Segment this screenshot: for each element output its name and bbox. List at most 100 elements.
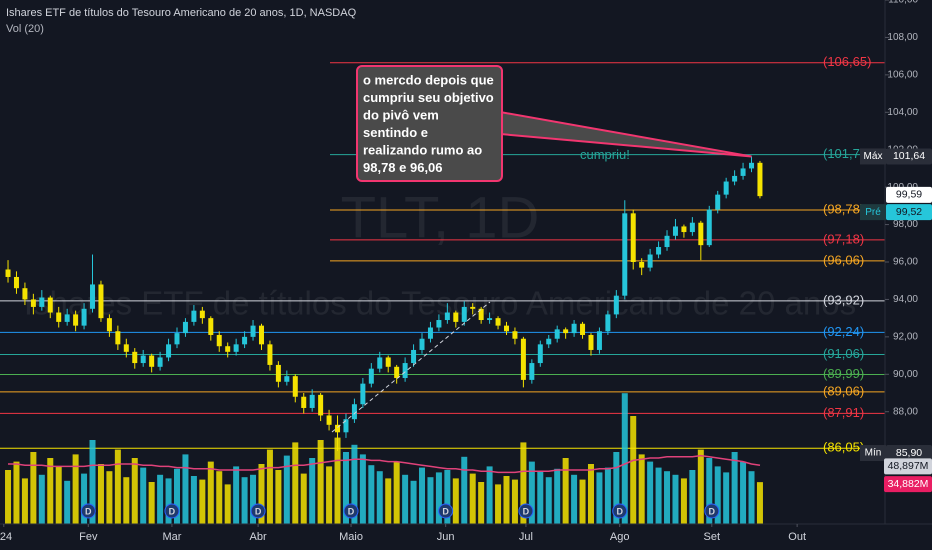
- volume-bar: [385, 478, 392, 524]
- y-tick-label: 104,00: [887, 107, 918, 118]
- candle-body: [546, 338, 552, 345]
- price-label-box: [884, 476, 932, 493]
- dividend-label: D: [169, 506, 176, 516]
- x-tick-label: Jul: [519, 531, 533, 543]
- candle-body: [461, 306, 467, 322]
- volume-bar: [520, 442, 527, 524]
- candle-body: [630, 213, 636, 262]
- volume-bar: [461, 456, 468, 524]
- watermark-name: Ishares ETF de títulos do Tesouro Americ…: [24, 285, 856, 322]
- volume-bar: [562, 458, 569, 524]
- candle-body: [520, 338, 526, 380]
- volume-bar: [571, 474, 578, 524]
- candle-body: [377, 357, 383, 369]
- trend-line: [331, 301, 491, 433]
- volume-bar: [410, 480, 417, 524]
- candle-body: [106, 318, 112, 332]
- volume-bar: [55, 466, 62, 524]
- candle-body: [672, 226, 678, 236]
- price-tag: Mín: [865, 448, 882, 459]
- candle-body: [225, 346, 231, 352]
- y-tick-label: 90,00: [893, 369, 918, 380]
- candle-body: [715, 194, 721, 210]
- volume-bar: [140, 467, 147, 524]
- volume-bar: [283, 455, 290, 524]
- price-tag: Máx: [864, 151, 883, 162]
- candle-body: [182, 321, 188, 334]
- callout-text: realizando rumo ao: [363, 142, 482, 157]
- candle-body: [647, 254, 653, 268]
- dividend-marker: [250, 503, 266, 519]
- candle-body: [292, 376, 298, 397]
- candle-body: [419, 338, 425, 350]
- volume-bar: [486, 466, 493, 524]
- candle-body: [351, 404, 357, 420]
- volume-bar: [402, 474, 409, 524]
- price-label-box: [886, 204, 932, 221]
- candle-body: [309, 394, 315, 408]
- volume-bar: [216, 471, 223, 524]
- candle-body: [140, 355, 146, 364]
- volume-bar: [326, 466, 333, 524]
- candle-body: [5, 269, 11, 277]
- volume-bar: [680, 478, 687, 524]
- volume-bar: [38, 474, 45, 524]
- level-label: (86,05): [823, 440, 864, 455]
- level-label: (89,99): [823, 366, 864, 381]
- volume-bar: [664, 471, 671, 524]
- volume-bar: [275, 470, 282, 524]
- candle-body: [664, 235, 670, 248]
- candle-body: [157, 357, 163, 367]
- price-label: 101,64: [893, 150, 925, 162]
- level-label: (106,65): [823, 54, 871, 69]
- dividend-marker: [438, 503, 454, 519]
- volume-bar: [537, 471, 544, 524]
- volume-bar: [672, 474, 679, 524]
- candle-body: [385, 357, 391, 367]
- candle-body: [698, 222, 704, 246]
- candle-body: [427, 327, 433, 339]
- candle-body: [123, 344, 129, 352]
- y-tick-label: 110,00: [888, 0, 918, 6]
- candle-body: [326, 415, 332, 425]
- volume-bar: [292, 442, 299, 524]
- candle-body: [318, 394, 324, 416]
- volume-title: Vol (20): [6, 23, 44, 35]
- dividend-label: D: [442, 506, 449, 516]
- price-tag-box: [860, 204, 886, 221]
- volume-bar: [351, 444, 358, 524]
- candle-body: [39, 297, 45, 307]
- candle-body: [411, 349, 417, 364]
- volume-bar: [5, 470, 12, 524]
- volume-bar: [731, 452, 738, 524]
- candle-body: [149, 355, 155, 367]
- candle-body: [503, 325, 509, 332]
- candle-body: [563, 329, 569, 334]
- candle-body: [301, 396, 307, 408]
- volume-bar: [106, 471, 113, 524]
- y-tick-label: 96,00: [893, 257, 918, 268]
- candle-body: [115, 331, 121, 345]
- y-tick-label: 108,00: [887, 32, 918, 43]
- dividend-label: D: [523, 506, 530, 516]
- y-tick-label: 106,00: [887, 69, 918, 80]
- volume-bar: [317, 440, 324, 524]
- time-axis: [0, 524, 932, 550]
- candle-body: [470, 306, 476, 309]
- candle-body: [233, 344, 239, 352]
- candle-body: [394, 366, 400, 379]
- volume-bar: [613, 452, 620, 524]
- volume-bar: [13, 461, 20, 524]
- volume-bar: [756, 482, 763, 524]
- volume-bar: [207, 461, 214, 524]
- candle-body: [250, 325, 256, 337]
- candle-body: [740, 168, 746, 176]
- price-label-box: [886, 148, 932, 165]
- volume-ma-line: [8, 454, 761, 474]
- price-tag-box: [860, 445, 886, 462]
- callout-text: 98,78 e 96,06: [363, 160, 443, 175]
- y-tick-label: 88,00: [893, 406, 918, 417]
- x-tick-label: 24: [0, 531, 12, 543]
- candle-body: [580, 323, 586, 335]
